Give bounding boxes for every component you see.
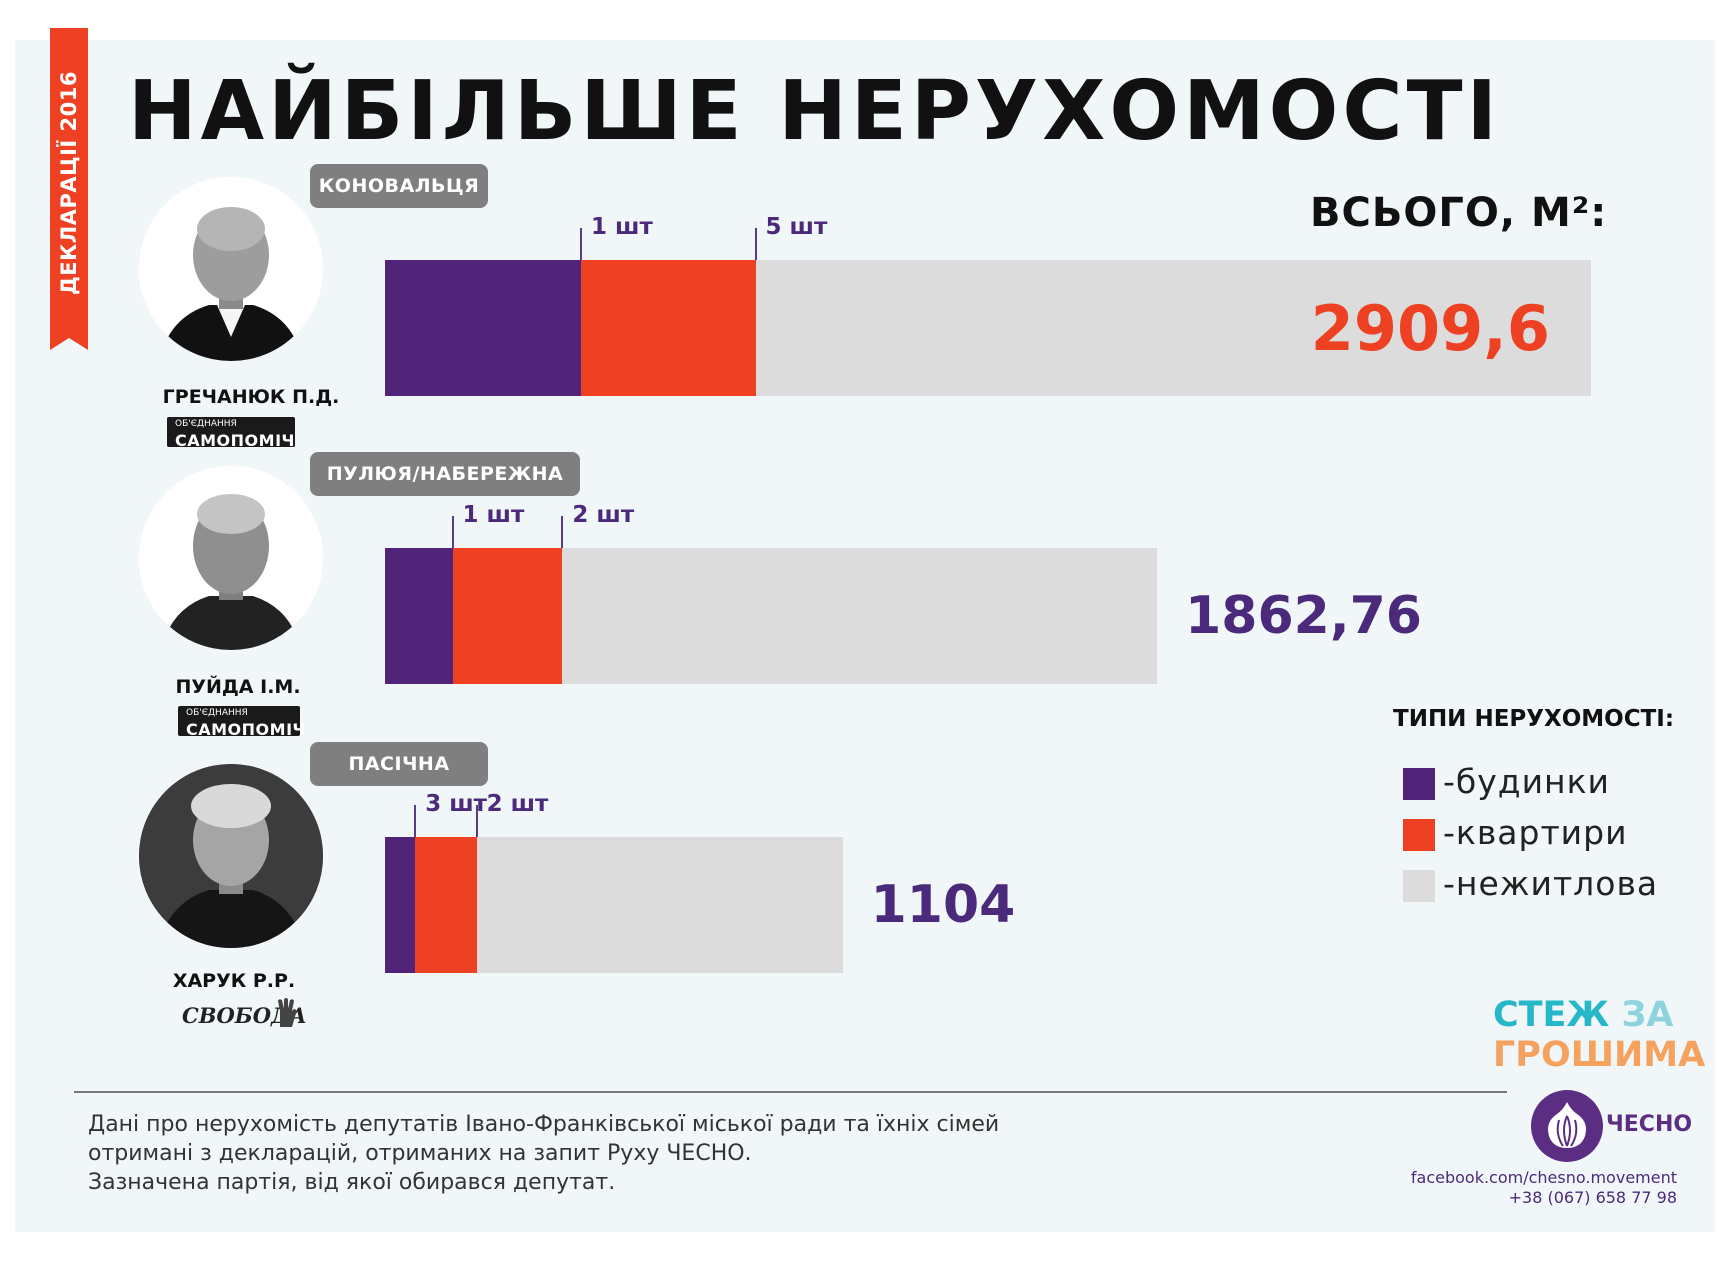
bar-count-label: 1 шт <box>462 502 525 528</box>
bar-tick <box>561 516 564 548</box>
legend-title: ТИПИ НЕРУХОМОСТІ: <box>1393 706 1675 732</box>
bar-segment-nonresidential <box>562 548 1158 684</box>
party-badge: ОБ'ЄДНАННЯ САМОПОМІЧ <box>167 417 295 450</box>
bar-count-label: 3 шт <box>425 791 488 817</box>
three-fingers-icon <box>278 998 297 1027</box>
garlic-icon <box>1531 1090 1603 1162</box>
brand-word: СТЕЖ <box>1493 995 1610 1035</box>
bar-count-label: 2 шт <box>572 502 635 528</box>
brand-word: ГРОШИМА <box>1493 1035 1706 1075</box>
party-badge-name: САМОПОМІЧ <box>186 720 306 739</box>
total-value: 1862,76 <box>1185 586 1422 646</box>
footnote: Дані про нерухомість депутатів Івано-Фра… <box>88 1110 1048 1197</box>
person-photo <box>139 177 323 361</box>
legend-swatch-houses <box>1403 768 1435 800</box>
legend-swatch-apartments <box>1403 819 1435 851</box>
district-label: КОНОВАЛЬЦЯ <box>310 164 488 208</box>
bar-segment-apartments <box>581 260 756 396</box>
bar-segment-houses <box>385 548 453 684</box>
bar-count-label: 2 шт <box>486 791 549 817</box>
side-ribbon: ДЕКЛАРАЦІЇ 2016 <box>50 28 88 338</box>
footnote-line: Зазначена партія, від якої обирався депу… <box>88 1170 616 1195</box>
person-photo <box>139 764 323 948</box>
person-name: ХАРУК Р.Р. <box>172 970 296 992</box>
person-name: ГРЕЧАНЮК П.Д. <box>162 386 340 408</box>
ribbon-tail <box>50 338 88 350</box>
chesno-logo-text: ЧЕСНО <box>1606 1112 1693 1137</box>
bar-tick <box>754 228 757 260</box>
legend-label: -будинки <box>1443 762 1611 801</box>
bar <box>385 260 1591 396</box>
total-value: 2909,6 <box>1310 292 1550 365</box>
bar-segment-nonresidential <box>476 837 843 973</box>
bar-count-label: 5 шт <box>765 214 828 240</box>
party-badge-name: САМОПОМІЧ <box>175 431 295 450</box>
bar-segment-houses <box>385 837 416 973</box>
bar-tick <box>475 805 478 837</box>
person-photo <box>139 466 323 650</box>
district-label: ПУЛЮЯ/НАБЕРЕЖНА <box>310 452 580 496</box>
total-header: ВСЬОГО, М²: <box>1310 190 1608 236</box>
person-avatar-icon <box>139 177 323 361</box>
footnote-line: Дані про нерухомість депутатів Івано-Фра… <box>88 1112 1000 1137</box>
facebook-link[interactable]: facebook.com/chesno.movement <box>1410 1168 1677 1187</box>
bar-tick <box>580 228 583 260</box>
district-label: ПАСІЧНА <box>310 742 488 786</box>
legend-label: -квартири <box>1443 813 1628 852</box>
person-avatar-icon <box>139 466 323 650</box>
bar <box>385 837 843 973</box>
bar-tick <box>414 805 417 837</box>
bar-segment-houses <box>385 260 582 396</box>
brand-word: ЗА <box>1621 995 1674 1035</box>
stezh-za-groshyma-logo: СТЕЖ ЗА ГРОШИМА <box>1493 995 1705 1075</box>
bar <box>385 548 1158 684</box>
footnote-line: отримані з декларацій, отриманих на запи… <box>88 1141 752 1166</box>
page-title: НАЙБІЛЬШЕ НЕРУХОМОСТІ <box>128 64 1502 159</box>
phone-number: +38 (067) 658 77 98 <box>1508 1188 1677 1207</box>
party-badge: ОБ'ЄДНАННЯ САМОПОМІЧ <box>178 706 305 739</box>
party-badge-small: ОБ'ЄДНАННЯ <box>175 419 237 429</box>
bar-tick <box>451 516 454 548</box>
party-badge-small: ОБ'ЄДНАННЯ <box>186 708 248 718</box>
legend-label: -нежитлова <box>1443 864 1659 903</box>
bar-segment-nonresidential <box>755 260 1591 396</box>
side-label: ДЕКЛАРАЦІЇ 2016 <box>57 71 81 295</box>
footer-divider <box>74 1091 1507 1093</box>
bar-segment-apartments <box>415 837 477 973</box>
bar-segment-apartments <box>452 548 563 684</box>
bar-count-label: 1 шт <box>591 214 653 240</box>
legend-swatch-nonresidential <box>1403 870 1435 902</box>
person-avatar-icon <box>139 764 323 948</box>
total-value: 1104 <box>870 875 1016 935</box>
person-name: ПУЙДА І.М. <box>175 676 301 698</box>
